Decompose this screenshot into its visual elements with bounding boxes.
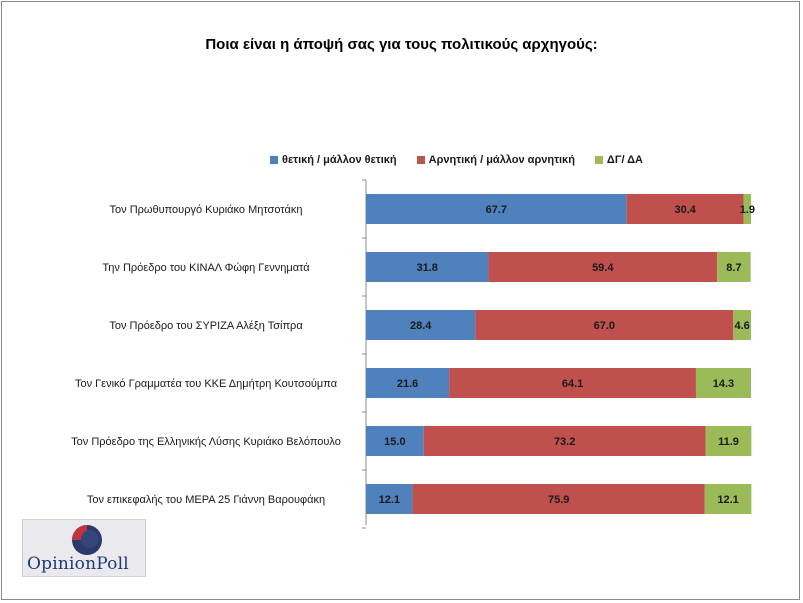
data-label: 30.4 [674,204,696,216]
logo-emblem-icon [72,525,102,555]
data-label: 11.9 [718,436,739,448]
bar-segment [475,310,734,340]
bar-segment [366,368,450,398]
legend-swatch-negative [416,156,425,164]
bar-segment [366,310,476,340]
bar-segment [366,484,413,514]
data-label: 12.1 [717,494,738,506]
bar-segment [743,194,751,224]
legend-swatch-dk [594,156,603,164]
data-label: 73.2 [554,436,575,448]
legend-label-negative: Αρνητική / μάλλον αρνητική [428,154,575,166]
bar-segment [488,252,718,282]
data-label: 75.9 [548,494,569,506]
data-label: 14.3 [713,378,734,390]
data-label: 64.1 [562,378,583,390]
logo-wordmark: OpinionPoll [27,554,129,574]
data-label: 8.7 [726,262,741,274]
data-label: 59.4 [592,262,614,274]
bar-segment [423,426,706,456]
bar-segment [704,484,752,514]
chart-legend: θετική / μάλλον θετική Αρνητική / μάλλον… [0,154,803,166]
category-label: Την Πρόεδρο του ΚΙΝΑΛ Φώφη Γεννηματά [102,262,310,274]
data-label: 28.4 [410,320,432,332]
bar-segment [733,310,751,340]
data-label: 67.0 [594,320,615,332]
bar-segment [695,368,751,398]
bar-segment [449,368,696,398]
data-label: 31.8 [417,262,438,274]
legend-item-negative: Αρνητική / μάλλον αρνητική [416,154,575,166]
category-label: Τον επικεφαλής του ΜΕΡΑ 25 Γιάννη Βαρουφ… [87,494,325,506]
category-label: Τον Πρωθυπουργό Κυριάκο Μητσοτάκη [110,204,303,216]
data-label: 1.9 [740,204,755,216]
opinionpoll-logo: OpinionPoll [22,519,146,577]
data-label: 12.1 [379,494,400,506]
bar-segment [705,426,752,456]
chart-title: Ποια είναι η άποψή σας για τους πολιτικο… [205,36,598,53]
bar-segment [626,194,744,224]
data-label: 21.6 [397,378,418,390]
category-label: Τον Πρόεδρο της Ελληνικής Λύσης Κυριάκο … [71,436,341,448]
bar-segment [412,484,705,514]
bar-segment [366,426,424,456]
bar-segment [366,194,627,224]
data-label: 67.7 [486,204,507,216]
data-label: 15.0 [384,436,405,448]
bar-segment [717,252,751,282]
category-label: Τον Πρόεδρο του ΣΥΡΙΖΑ Αλέξη Τσίπρα [109,320,303,332]
logo-text: OpinionPoll [27,554,129,574]
legend-item-dk: ΔΓ/ ΔΑ [594,154,643,166]
legend-item-positive: θετική / μάλλον θετική [270,154,397,166]
category-label: Τον Γενικό Γραμματέα του ΚΚΕ Δημήτρη Κου… [75,378,338,390]
legend-label-positive: θετική / μάλλον θετική [282,154,397,166]
legend-swatch-positive [270,156,278,164]
data-label: 4.6 [734,320,749,332]
legend-label-dk: ΔΓ/ ΔΑ [606,154,643,166]
bar-segment [366,252,489,282]
